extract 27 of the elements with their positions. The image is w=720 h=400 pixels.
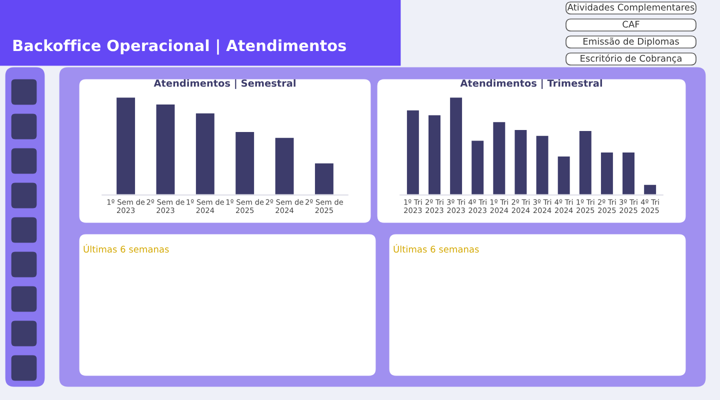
text: Escritório de Cobrança <box>580 54 682 64</box>
bar <box>578 130 593 195</box>
bar <box>427 114 442 195</box>
bar <box>448 96 464 195</box>
text: Últimas 6 semanas <box>394 244 479 253</box>
bar <box>600 151 614 195</box>
chart-title: Atendimentos | Semestral <box>154 79 296 89</box>
text: Últimas 6 semanas <box>84 244 169 253</box>
bar <box>534 134 550 195</box>
bar <box>314 162 335 195</box>
bar <box>621 151 636 195</box>
bar <box>234 130 256 195</box>
bar <box>513 128 528 195</box>
text: CAF <box>622 20 640 28</box>
bar <box>642 184 658 195</box>
bar <box>154 103 176 195</box>
bar <box>470 139 485 195</box>
text: Atividades Complementares <box>567 4 694 12</box>
text: Emissão de Diplomas <box>584 38 679 46</box>
text: Backoffice Operacional | Atendimentos <box>13 39 346 55</box>
bar <box>492 120 507 195</box>
bar <box>115 96 136 195</box>
bar <box>274 136 296 195</box>
bar <box>406 109 420 195</box>
bar <box>194 112 216 195</box>
bar <box>556 155 572 195</box>
chart-title: Atendimentos | Trimestral <box>460 79 602 89</box>
